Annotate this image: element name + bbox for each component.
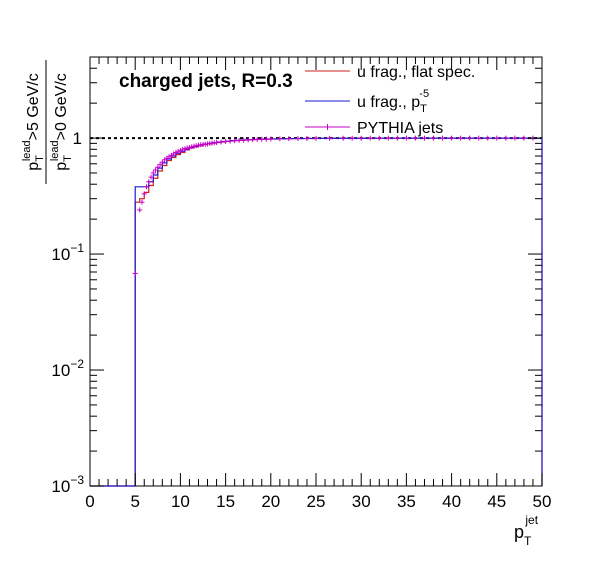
legend-label-flat: u frag., flat spec.	[357, 64, 475, 81]
chart-title: charged jets, R=0.3	[119, 71, 293, 92]
y-num-rest: >5 GeV/c	[25, 73, 42, 140]
y-num-sub: T	[34, 155, 46, 162]
legend-entry-pt5: u frag., pT -5	[305, 88, 429, 115]
y-tick-label-exp: −1	[70, 241, 84, 255]
legend-label-pt5-main: u frag., p	[357, 94, 420, 111]
y-tick-label: 10−2	[51, 357, 84, 380]
series-line	[90, 137, 543, 487]
y-tick-label-exp: −3	[70, 473, 84, 487]
x-tick-label: 45	[487, 492, 506, 511]
legend-label-pt5: u frag., pT -5	[357, 88, 429, 115]
x-tick-label: 5	[130, 492, 139, 511]
y-tick-label: 10−3	[51, 473, 84, 496]
x-tick-label: 10	[171, 492, 190, 511]
y-den-sub: T	[62, 155, 74, 162]
legend-label-pt5-sup: -5	[419, 88, 429, 100]
x-tick-label: 0	[85, 492, 94, 511]
x-tick-label: 20	[261, 492, 280, 511]
y-tick-label-base: 10	[51, 245, 70, 264]
x-tick-label: 30	[352, 492, 371, 511]
series-0	[90, 137, 543, 487]
plot-frame	[89, 56, 543, 487]
x-tick-label: 25	[307, 492, 326, 511]
y-den-p: p	[53, 162, 70, 171]
x-axis-title-sub: T	[524, 534, 532, 548]
series-1	[90, 137, 543, 487]
legend-entry-pythia: PYTHIA jets	[305, 120, 443, 137]
legend-label-pythia: PYTHIA jets	[357, 120, 443, 137]
x-axis-title-sup: jet	[524, 513, 538, 527]
x-axis-title-base: p	[514, 522, 524, 542]
y-num-p: p	[25, 162, 42, 171]
y-tick-label: 1	[73, 129, 82, 148]
plot-border	[89, 56, 543, 487]
y-axis-title-numerator: pTlead>5 GeV/c	[21, 73, 46, 171]
legend-entry-flat: u frag., flat spec.	[305, 64, 475, 81]
y-den-sup: lead	[49, 140, 61, 161]
legend-label-pt5-sub: T	[420, 103, 427, 115]
y-num-sup: lead	[21, 140, 33, 161]
y-tick-label-base: 1	[73, 129, 82, 148]
y-den-rest: >0 GeV/c	[53, 73, 70, 140]
y-axis-title-denominator: pTlead>0 GeV/c	[49, 73, 74, 171]
y-axis-title: pTlead>5 GeV/c pTlead>0 GeV/c	[21, 60, 74, 184]
x-tick-label: 15	[216, 492, 235, 511]
y-tick-label-base: 10	[51, 477, 70, 496]
x-tick-label: 35	[397, 492, 416, 511]
y-tick-label-exp: −2	[70, 357, 84, 371]
x-tick-label: 50	[533, 492, 552, 511]
y-tick-label: 10−1	[51, 241, 84, 264]
x-axis-title: pTjet	[514, 513, 539, 548]
series-line	[90, 137, 543, 487]
series-2	[132, 135, 536, 276]
legend: u frag., flat spec. u frag., pT -5 PYTHIA…	[305, 64, 475, 137]
x-tick-label: 40	[442, 492, 461, 511]
y-tick-label-base: 10	[51, 361, 70, 380]
series-layer	[90, 135, 543, 487]
